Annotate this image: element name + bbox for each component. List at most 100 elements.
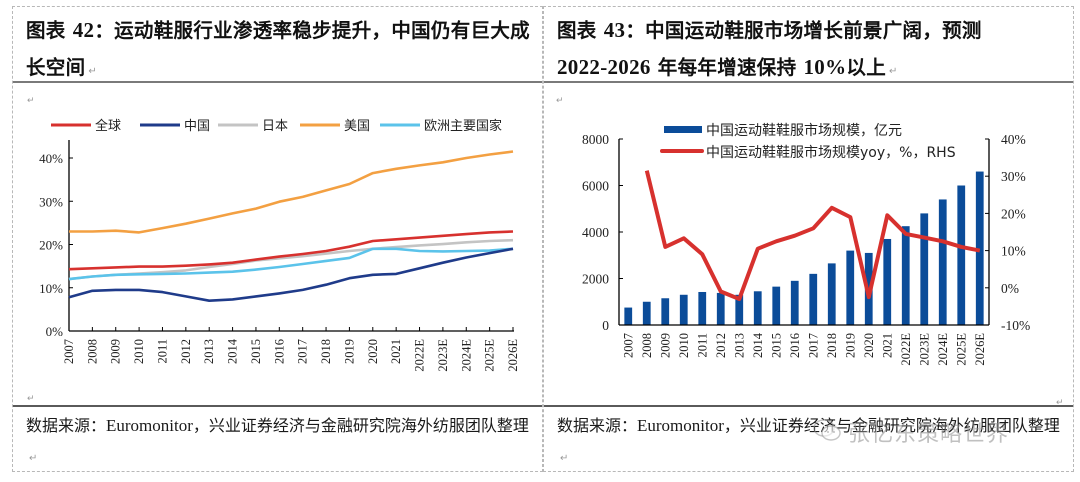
wechat-logo-icon	[813, 419, 841, 441]
x-tick-label: 2014	[226, 338, 240, 364]
x-tick-label: 2011	[695, 333, 709, 358]
yoy-line	[644, 170, 981, 301]
source-label: 数据来源：	[26, 416, 107, 435]
x-tick-label: 2008	[85, 339, 99, 364]
legend-label: 中国运动鞋鞋服市场规模，亿元	[706, 122, 902, 139]
x-tick-label: 2022E	[413, 339, 427, 372]
x-tick-label: 2013	[732, 333, 746, 358]
y-tick-label: 0	[602, 318, 609, 333]
right-figure-panel: 图表 43：中国运动鞋服市场增长前景广阔，预测 2022-2026 年每年增速保…	[543, 6, 1074, 472]
y-tick-label: 4000	[582, 225, 609, 240]
y-tick-label: 0%	[46, 324, 64, 339]
legend-item: 中国运动鞋鞋服市场规模，亿元	[664, 122, 902, 139]
x-tick-label: 2010	[132, 339, 146, 364]
x-tick-label: 2007	[62, 339, 76, 364]
paragraph-mark-icon: ↵	[560, 453, 569, 464]
figure-number: 42	[72, 18, 95, 42]
market-size-combo-chart: 0 2000 4000 6000 8000 -10% 0% 10% 20% 30% 40% 2007 2…	[556, 95, 1064, 407]
legend-label: 中国	[184, 119, 210, 134]
x-tick-label: 2019	[843, 333, 857, 358]
paragraph-mark-icon: ↵	[27, 95, 35, 105]
bar	[975, 171, 984, 325]
x-tick-label: 2010	[677, 333, 691, 358]
legend-label: 美国	[344, 119, 370, 134]
title-text: ：中国运动鞋服市场增长前景广阔，预测	[625, 19, 982, 42]
x-tick-label: 2016	[788, 333, 802, 358]
bar	[920, 213, 929, 325]
x-tick-label: 2021	[389, 339, 403, 364]
bar	[716, 292, 725, 325]
series-line-usa	[69, 150, 514, 234]
bar	[938, 199, 947, 325]
legend-item: 美国	[300, 119, 370, 134]
paragraph-mark-icon: ↵	[556, 95, 564, 105]
left-figure-title: 图表 42：运动鞋服行业渗透率稳步提升，中国仍有巨大成长空间 ↵	[13, 7, 542, 83]
source-text: ，兴业证券经济与金融研究院海外纺服团队整理	[723, 416, 1060, 435]
title-year-range: 2022-2026	[557, 55, 651, 79]
bar	[901, 226, 910, 325]
paragraph-mark-icon: ↵	[29, 453, 38, 464]
left-figure-panel: 图表 42：运动鞋服行业渗透率稳步提升，中国仍有巨大成长空间 ↵ 全球 中国 日本 美国…	[12, 6, 543, 472]
x-tick-label: 2019	[342, 339, 356, 364]
x-tick-label: 2024E	[936, 333, 950, 366]
x-tick-label: 2011	[155, 339, 169, 364]
watermark-text: 张忆东策略世界	[848, 422, 1010, 447]
paragraph-mark-icon: ↵	[1056, 397, 1064, 405]
title-label: 图表	[557, 19, 604, 42]
legend-swatch	[664, 126, 702, 133]
x-tick-label: 2015	[249, 339, 263, 364]
x-tick-label: 2026E	[973, 333, 987, 366]
y2-tick-label: 40%	[1001, 132, 1026, 147]
y2-tick-label: 0%	[1001, 281, 1019, 296]
x-tick-label: 2018	[825, 333, 839, 358]
title-text: ：运动鞋服行业渗透率稳步提升，中国仍有巨大成长空间	[26, 19, 530, 79]
bar	[642, 301, 651, 325]
series-line-china	[68, 247, 514, 302]
legend-label: 中国运动鞋鞋服市场规模yoy，%，RHS	[706, 144, 956, 161]
x-tick-label: 2012	[179, 339, 193, 364]
bar	[809, 273, 818, 325]
x-tick-label: 2023E	[436, 339, 450, 372]
right-source-note: 数据来源：Euromonitor，兴业证券经济与金融研究院海外纺服团队整理 ↵	[544, 405, 1073, 471]
chart-legend: 全球 中国 日本 美国 欧洲主要国家	[51, 118, 502, 134]
legend-item: 欧洲主要国家	[380, 118, 502, 134]
y2-tick-label: -10%	[1001, 318, 1030, 333]
x-tick-label: 2008	[640, 333, 654, 358]
y2-tick-label: 20%	[1001, 206, 1026, 221]
x-tick-label: 2022E	[899, 333, 913, 366]
bar	[624, 307, 633, 325]
y-tick-label: 30%	[39, 194, 63, 209]
title-percent: 10%	[803, 55, 847, 79]
y-tick-label: 8000	[582, 132, 609, 147]
x-tick-label: 2020	[862, 333, 876, 358]
right-chart-area: 0 2000 4000 6000 8000 -10% 0% 10% 20% 30% 40% 2007 2…	[544, 83, 1073, 407]
penetration-line-chart: 全球 中国 日本 美国 欧洲主要国家 0% 10% 20% 30% 40% 2007 2008 2009…	[27, 95, 520, 403]
legend-label: 日本	[262, 119, 288, 134]
left-chart-area: 全球 中国 日本 美国 欧洲主要国家 0% 10% 20% 30% 40% 2007 2008 2009…	[13, 83, 542, 405]
y-tick-label: 10%	[39, 281, 63, 296]
x-tick-label: 2024E	[459, 339, 473, 372]
series-line-europe	[68, 247, 514, 281]
x-tick-label: 2020	[366, 339, 380, 364]
x-tick-label: 2025E	[954, 333, 968, 366]
x-tick-label: 2014	[751, 332, 765, 358]
source-label: 数据来源：	[557, 416, 638, 435]
y-tick-label: 6000	[582, 179, 609, 194]
figure-number: 43	[603, 18, 626, 42]
legend-item: 日本	[218, 119, 288, 134]
bar	[679, 294, 688, 325]
x-tick-label: 2016	[272, 339, 286, 364]
x-tick-label: 2007	[621, 333, 635, 358]
x-tick-label: 2009	[658, 333, 672, 358]
paragraph-mark-icon: ↵	[27, 393, 35, 403]
bar	[846, 250, 855, 325]
bar	[661, 298, 670, 325]
bar	[790, 280, 799, 325]
bar	[772, 286, 781, 325]
paragraph-mark-icon: ↵	[889, 66, 898, 77]
source-name: Euromonitor	[106, 416, 193, 435]
title-text-2: 年每年增速保持	[650, 56, 804, 79]
series-line-global	[68, 230, 514, 271]
legend-item: 中国运动鞋鞋服市场规模yoy，%，RHS	[660, 144, 956, 161]
